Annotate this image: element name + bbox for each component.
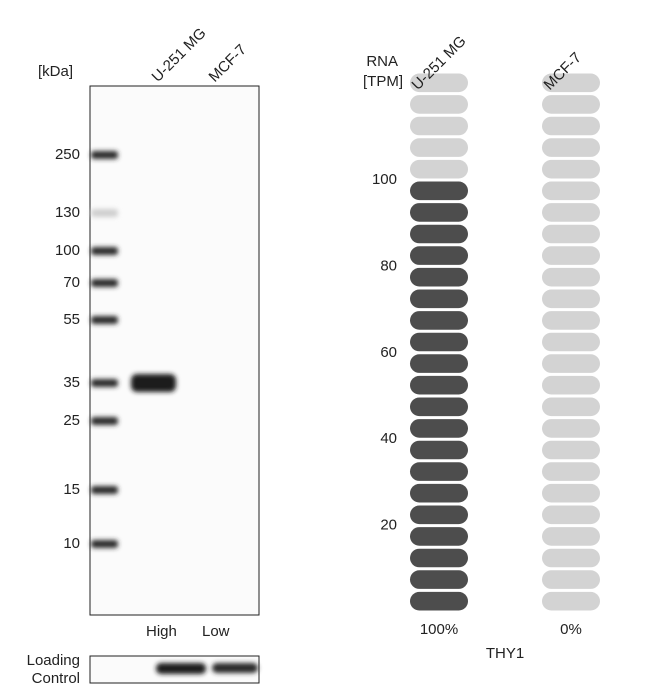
marker-label: 250 — [55, 146, 80, 163]
pill — [542, 419, 600, 438]
pill — [410, 462, 468, 481]
gene-label: THY1 — [486, 645, 524, 662]
loading-label: Control — [32, 670, 80, 687]
pill — [542, 440, 600, 460]
pill — [410, 159, 468, 179]
ladder-band — [91, 486, 118, 494]
ladder-band — [91, 379, 118, 387]
pill — [410, 591, 468, 611]
pill — [410, 505, 468, 525]
pill — [542, 116, 600, 136]
pill — [410, 181, 468, 201]
unit-label: [kDa] — [38, 63, 73, 80]
y-tick-label: 100 — [372, 171, 397, 188]
y-tick-label: 80 — [380, 257, 397, 274]
pill — [542, 505, 600, 525]
pill — [410, 440, 468, 460]
level-label: Low — [202, 623, 230, 640]
pill — [542, 527, 600, 546]
ladder-band — [91, 417, 118, 425]
ladder-band — [91, 316, 118, 324]
y-tick-label: 60 — [380, 344, 397, 361]
pill — [542, 159, 600, 179]
pill — [542, 138, 600, 157]
pill — [410, 203, 468, 222]
pill — [410, 116, 468, 136]
percent-label: 0% — [560, 621, 582, 638]
pill — [542, 375, 600, 395]
pill — [542, 570, 600, 589]
pill — [542, 203, 600, 222]
ladder-band — [91, 247, 118, 255]
pill — [410, 570, 468, 589]
pill — [410, 73, 468, 93]
pill — [410, 527, 468, 546]
ladder-band — [91, 209, 118, 217]
marker-label: 25 — [63, 412, 80, 429]
lane-label: MCF-7 — [206, 41, 250, 85]
marker-label: 130 — [55, 204, 80, 221]
axis-label: [TPM] — [363, 73, 403, 90]
blot-band — [131, 374, 176, 392]
pill — [542, 591, 600, 611]
marker-label: 70 — [63, 274, 80, 291]
blot-frame — [89, 85, 260, 616]
axis-label: RNA — [366, 53, 398, 70]
pill — [410, 138, 468, 157]
percent-label: 100% — [420, 621, 458, 638]
pill — [410, 419, 468, 438]
pill — [542, 95, 600, 114]
pill — [542, 289, 600, 309]
y-tick-label: 20 — [380, 517, 397, 534]
ladder-band — [91, 151, 118, 159]
marker-label: 55 — [63, 311, 80, 328]
marker-label: 15 — [63, 481, 80, 498]
marker-label: 35 — [63, 374, 80, 391]
pill — [410, 267, 468, 287]
y-tick-label: 40 — [380, 430, 397, 447]
loading-band — [156, 663, 206, 674]
pill — [542, 397, 600, 417]
loading-label: Loading — [27, 652, 80, 669]
pill — [542, 73, 600, 93]
pill — [542, 311, 600, 330]
lane-label: U-251 MG — [149, 25, 210, 86]
level-label: High — [146, 623, 177, 640]
pill — [410, 332, 468, 352]
pill — [410, 483, 468, 503]
pill — [410, 311, 468, 330]
pill — [542, 181, 600, 201]
pill — [410, 397, 468, 417]
pill — [542, 354, 600, 373]
pill — [410, 548, 468, 568]
pill — [542, 332, 600, 352]
loading-band — [212, 663, 258, 673]
pill — [410, 224, 468, 244]
pill — [542, 483, 600, 503]
ladder-band — [91, 540, 118, 548]
ladder-band — [91, 279, 118, 287]
pill — [410, 95, 468, 114]
pill — [542, 462, 600, 481]
pill — [542, 246, 600, 265]
marker-label: 100 — [55, 242, 80, 259]
pill — [542, 548, 600, 568]
pill — [410, 354, 468, 373]
marker-label: 10 — [63, 535, 80, 552]
pill — [542, 224, 600, 244]
pill — [542, 267, 600, 287]
pill — [410, 289, 468, 309]
pill — [410, 246, 468, 265]
pill — [410, 375, 468, 395]
